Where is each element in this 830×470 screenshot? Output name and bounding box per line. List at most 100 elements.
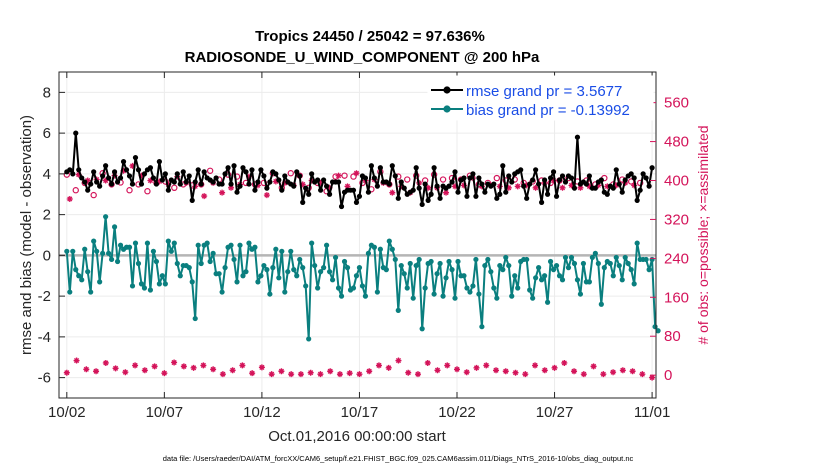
x-tick-label: 11/01 — [634, 404, 670, 421]
y-right-tick-label: 80 — [664, 328, 681, 345]
rmse-point — [219, 181, 225, 187]
bias-point — [114, 258, 121, 265]
obs-assimilated-marker — [102, 177, 109, 184]
rmse-point — [135, 167, 142, 173]
bias-point — [318, 269, 324, 275]
obs-bottom-count-marker — [600, 371, 607, 378]
obs-assimilated-marker — [326, 184, 333, 191]
bias-point — [649, 256, 655, 263]
rmse-point — [521, 183, 527, 189]
rmse-point — [476, 175, 482, 181]
obs-assimilated-marker — [631, 182, 638, 189]
bias-point — [153, 258, 159, 265]
obs-bottom-count-marker — [639, 371, 646, 378]
obs-assimilated-marker — [66, 195, 73, 202]
bias-point — [76, 273, 82, 279]
obs-bottom-count-marker — [73, 357, 80, 364]
obs-assimilated-marker — [138, 172, 145, 179]
bias-point — [377, 246, 383, 252]
x-tick-label: 10/07 — [146, 404, 184, 421]
rmse-point — [103, 163, 109, 169]
obs-assimilated-marker — [353, 170, 360, 177]
bias-point — [94, 248, 100, 254]
rmse-point — [562, 179, 569, 185]
rmse-point — [255, 179, 261, 185]
bias-point — [332, 254, 339, 261]
bias-point — [356, 265, 363, 271]
bias-point — [392, 256, 398, 263]
bias-point — [622, 254, 628, 261]
obs-assimilated-marker — [550, 177, 557, 184]
rmse-point — [108, 181, 115, 187]
obs-bottom-count-marker — [629, 368, 636, 375]
rmse-point — [422, 181, 428, 187]
bias-point — [338, 293, 345, 299]
bias-point — [237, 242, 243, 248]
bias-point — [252, 244, 258, 250]
obs-bottom-count-marker — [385, 364, 392, 371]
bias-point — [461, 273, 467, 279]
rmse-point — [494, 195, 500, 201]
obs-assimilated-marker — [523, 182, 530, 189]
rmse-point — [225, 165, 231, 171]
left-y-axis-label: rmse and bias (model - observation) — [18, 115, 35, 355]
rmse-point — [162, 171, 168, 177]
rmse-point — [592, 185, 598, 191]
bias-point — [449, 267, 455, 273]
rmse-point — [533, 167, 539, 173]
obs-bottom-count-marker — [395, 357, 402, 364]
bias-point — [85, 269, 91, 275]
bias-point — [117, 242, 124, 248]
legend-bias-label: bias grand pr = -0.13992 — [466, 102, 630, 119]
obs-assimilated-marker — [505, 184, 512, 191]
bias-point — [198, 260, 204, 267]
left-y-axis-ticks: -6 -4 -2 0 2 4 6 8 — [38, 84, 65, 387]
rmse-point — [386, 181, 392, 187]
bias-point — [171, 240, 177, 246]
bias-point — [646, 267, 652, 273]
rmse-point — [303, 185, 309, 191]
bias-point — [64, 248, 70, 254]
rmse-point — [350, 187, 357, 193]
bias-point — [580, 260, 587, 267]
rmse-point — [530, 177, 536, 183]
obs-possible-marker — [404, 176, 411, 183]
bias-point — [494, 295, 500, 301]
rmse-point — [192, 179, 198, 185]
bias-point — [100, 250, 106, 256]
rmse-point — [449, 179, 455, 185]
bias-point — [324, 242, 330, 248]
bias-point — [240, 273, 246, 279]
bias-point — [503, 254, 509, 261]
bias-point — [335, 285, 342, 291]
bias-point — [613, 254, 619, 261]
obs-assimilated-marker — [460, 182, 467, 189]
bias-point — [132, 240, 139, 246]
rmse-point — [258, 167, 264, 173]
obs-assimilated-marker — [165, 181, 172, 188]
rmse-point — [249, 167, 255, 173]
rmse-point — [446, 183, 452, 189]
bias-point — [655, 328, 661, 334]
rmse-point — [536, 181, 542, 187]
rmse-point — [201, 169, 207, 175]
obs-assimilated-marker — [245, 173, 252, 180]
rmse-point — [123, 167, 130, 173]
bias-point — [264, 267, 270, 273]
rmse-point — [189, 197, 195, 203]
obs-bottom-count-marker — [356, 371, 363, 378]
x-axis-ticks: 10/02 10/07 10/12 10/17 10/22 10/27 11/01 — [48, 72, 670, 421]
bias-point — [204, 240, 210, 246]
bias-point — [303, 283, 309, 289]
obs-assimilated-marker — [568, 182, 575, 189]
rmse-point — [174, 171, 180, 177]
obs-assimilated-marker — [577, 184, 584, 191]
bias-point — [470, 283, 476, 289]
obs-assimilated-marker — [604, 183, 611, 190]
rmse-point — [300, 199, 306, 205]
rmse-point — [291, 183, 297, 189]
rmse-point — [120, 159, 127, 165]
rmse-point — [503, 189, 509, 195]
rmse-point — [434, 183, 440, 189]
obs-bottom-count-marker — [414, 371, 421, 378]
